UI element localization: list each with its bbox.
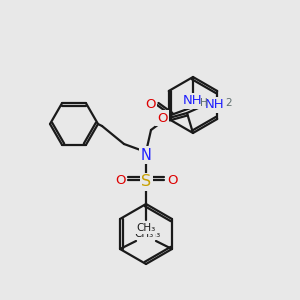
Text: CH₃: CH₃ [141, 229, 160, 239]
Text: S: S [141, 175, 151, 190]
Text: O: O [145, 98, 155, 112]
Text: 2: 2 [225, 98, 232, 108]
Text: O: O [157, 112, 167, 124]
Text: H: H [200, 98, 208, 108]
Text: N: N [141, 148, 152, 163]
Text: O: O [115, 173, 125, 187]
Text: O: O [167, 173, 177, 187]
Text: CH₃: CH₃ [134, 229, 154, 239]
Text: CH₃: CH₃ [136, 223, 156, 233]
Text: NH: NH [205, 98, 225, 112]
Text: NH: NH [183, 94, 203, 107]
